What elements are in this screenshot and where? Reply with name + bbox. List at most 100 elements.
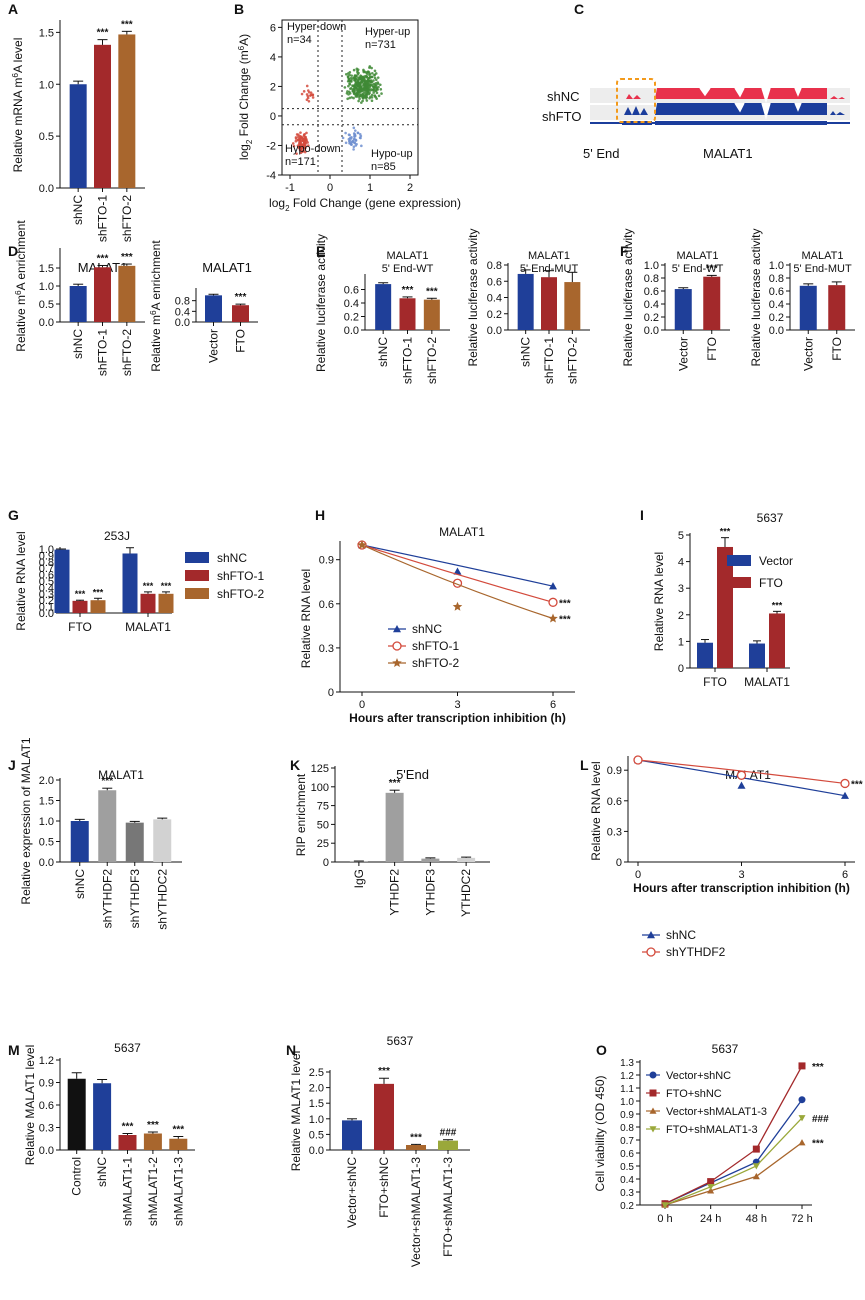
x-tick-label: 3 bbox=[738, 869, 744, 881]
y-tick-label: 0.2 bbox=[769, 312, 784, 324]
y-tick-label: 4 bbox=[678, 557, 684, 569]
y-tick-label: 0.4 bbox=[644, 299, 659, 311]
legend-label: Vector+shMALAT1-3 bbox=[666, 1106, 767, 1118]
data-point bbox=[392, 658, 402, 667]
significance-mark: *** bbox=[122, 1122, 134, 1133]
scatter-point bbox=[305, 84, 309, 88]
bar bbox=[349, 861, 368, 862]
y-axis-title: Relative luciferase activity bbox=[466, 228, 480, 366]
scatter-point bbox=[343, 86, 347, 89]
data-point bbox=[737, 781, 746, 789]
x-tick-label: shNC bbox=[71, 195, 85, 225]
data-point bbox=[393, 625, 401, 633]
scatter-point bbox=[307, 100, 311, 103]
scatter-point bbox=[358, 132, 362, 136]
scatter-point bbox=[350, 86, 353, 90]
bar bbox=[205, 295, 222, 322]
label-part: Relative mRNA m bbox=[11, 78, 25, 173]
y-tick-label: 0.5 bbox=[39, 299, 54, 311]
scatter-point bbox=[294, 139, 298, 143]
y-axis-title: Relative MALAT1 level bbox=[289, 1051, 303, 1172]
significance-mark: *** bbox=[402, 285, 414, 296]
y-axis-title: Relative luciferase activity bbox=[621, 228, 635, 366]
data-point bbox=[392, 641, 402, 651]
scatter-point bbox=[346, 75, 350, 78]
x-tick-label: 6 bbox=[550, 699, 556, 711]
x-tick-label: 24 h bbox=[700, 1213, 721, 1225]
y-tick-label: 0.5 bbox=[39, 131, 54, 143]
y-tick-label: 0.3 bbox=[620, 1188, 634, 1199]
significance-mark: *** bbox=[143, 581, 154, 591]
significance-mark: *** bbox=[161, 581, 172, 591]
chart-title: 5'End bbox=[396, 767, 429, 782]
scatter-point bbox=[360, 89, 363, 92]
y-axis-title: log2 Fold Change (m6A) bbox=[237, 34, 254, 160]
coverage-gap bbox=[734, 102, 802, 120]
y-tick-label: 25 bbox=[317, 838, 329, 850]
scatter-point bbox=[370, 99, 374, 103]
x-tick-label: IgG bbox=[352, 869, 366, 888]
y-tick-label: 0.3 bbox=[39, 1123, 54, 1135]
legend-label: shFTO-1 bbox=[217, 569, 264, 583]
scatter-point bbox=[370, 96, 374, 99]
chart-H: H MALAT1 0 0.3 0.6 0.9 Relative RNA level 0 3 6Ho… bbox=[299, 507, 575, 725]
panel-label: L bbox=[580, 757, 589, 773]
x-tick-label: MALAT1 bbox=[125, 620, 171, 634]
x-tick-label: shFTO-1 bbox=[401, 337, 415, 384]
scatter-point bbox=[373, 69, 377, 73]
y-tick-label: 0.4 bbox=[620, 1175, 634, 1186]
scatter-point bbox=[296, 139, 300, 142]
x-tick-label: shFTO-1 bbox=[542, 337, 556, 384]
x-tick-label: FTO bbox=[703, 675, 727, 689]
data-point bbox=[647, 931, 655, 939]
scatter-point bbox=[305, 131, 308, 135]
scatter-point bbox=[361, 92, 364, 96]
y-tick-label: 0.0 bbox=[39, 317, 54, 329]
x-tick-label: YTHDC2 bbox=[459, 869, 473, 917]
x-tick-label: Control bbox=[70, 1157, 84, 1196]
scatter-point bbox=[348, 139, 352, 142]
legend-label: Vector+shNC bbox=[666, 1070, 731, 1082]
y-tick-label: 0.7 bbox=[620, 1136, 634, 1147]
y-tick-label: 0.9 bbox=[620, 1110, 634, 1121]
scatter-point bbox=[348, 136, 352, 140]
x-tick-label: YTHDF3 bbox=[423, 869, 437, 916]
panel-label: K bbox=[290, 757, 300, 773]
x-tick-label: shYTHDF3 bbox=[128, 869, 142, 929]
bar bbox=[153, 819, 172, 862]
scatter-point bbox=[366, 72, 369, 76]
legend-label: shFTO-2 bbox=[217, 587, 264, 601]
scatter-point bbox=[348, 71, 352, 74]
y-tick-label: 0.0 bbox=[39, 1145, 54, 1157]
chart-title: MALAT1 bbox=[387, 250, 429, 262]
y-tick-label: 0.0 bbox=[39, 183, 54, 195]
x-tick-label: shNC bbox=[376, 337, 390, 367]
scatter-point bbox=[309, 91, 313, 94]
scatter-point bbox=[353, 133, 356, 137]
data-point bbox=[453, 567, 462, 575]
scatter-point bbox=[294, 136, 298, 139]
y-tick-label: 0.3 bbox=[607, 826, 622, 838]
y-tick-label: 0.6 bbox=[39, 570, 54, 582]
y-tick-label: 0.0 bbox=[769, 325, 784, 337]
bar bbox=[122, 553, 138, 613]
y-axis-title: Relative luciferase activity bbox=[749, 228, 763, 366]
y-tick-label: 0.8 bbox=[487, 260, 502, 272]
significance-mark: *** bbox=[720, 527, 731, 537]
scatter-point bbox=[357, 99, 360, 103]
y-tick-label: 0.0 bbox=[175, 317, 190, 329]
scatter-point bbox=[361, 94, 365, 98]
chart-O: O 5637 0.2 0.3 0.4 0.5 0.6 0.7 0.8 0.9 1.0 1.1 1.2 1.… bbox=[593, 1042, 829, 1225]
bar bbox=[169, 1138, 188, 1150]
bar bbox=[140, 593, 156, 613]
scatter-point bbox=[372, 82, 376, 86]
scatter-point bbox=[302, 149, 305, 153]
panel-label: A bbox=[8, 1, 18, 17]
significance-mark: *** bbox=[389, 778, 401, 789]
bar bbox=[70, 821, 89, 862]
x-tick-label: shNC bbox=[71, 329, 85, 359]
x-tick-label: FTO+shMALAT1-3 bbox=[441, 1157, 455, 1257]
bar bbox=[703, 276, 721, 330]
